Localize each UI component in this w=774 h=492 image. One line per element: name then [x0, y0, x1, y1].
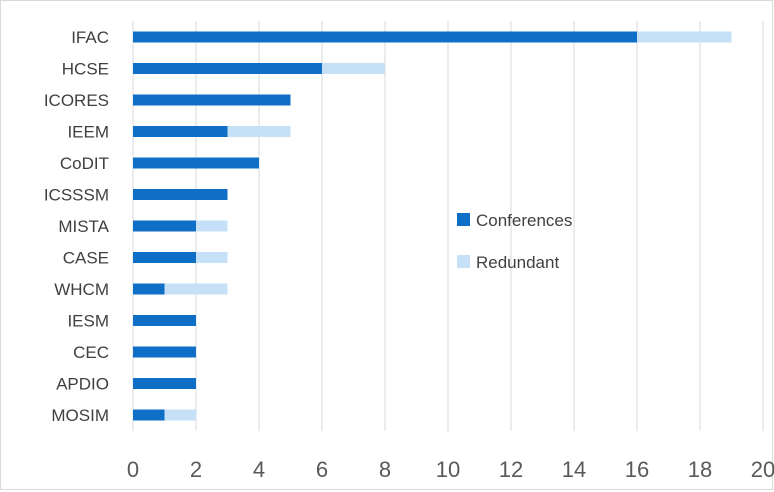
- category-label: IFAC: [71, 28, 109, 47]
- x-tick-label: 16: [625, 457, 649, 482]
- category-label: CASE: [63, 249, 109, 268]
- bar-redundant-hcse: [322, 63, 385, 74]
- bar-conferences-apdio: [133, 378, 196, 389]
- bars: [133, 31, 732, 421]
- category-label: IEEM: [67, 123, 109, 142]
- bar-redundant-case: [196, 252, 228, 263]
- bar-conferences-ieem: [133, 126, 228, 137]
- legend-swatch-conferences: [457, 213, 470, 226]
- category-label: WHCM: [54, 280, 109, 299]
- x-tick-label: 0: [127, 457, 139, 482]
- category-label: ICORES: [44, 91, 109, 110]
- bar-conferences-case: [133, 252, 196, 263]
- category-label: MISTA: [58, 217, 109, 236]
- bar-conferences-mista: [133, 220, 196, 232]
- bar-conferences-ifac: [133, 31, 637, 43]
- x-tick-labels: 0 2 4 6 8 10 12 14 16 18 20: [127, 457, 774, 482]
- bar-conferences-mosim: [133, 409, 165, 421]
- category-label: HCSE: [62, 60, 109, 79]
- bar-conferences-icsssm: [133, 189, 228, 200]
- gridlines: [132, 21, 764, 431]
- bar-conferences-iesm: [133, 315, 196, 326]
- category-label: ICSSSM: [44, 186, 109, 205]
- category-labels: IFAC HCSE ICORES IEEM CoDIT ICSSSM MISTA CASE WH…: [44, 28, 110, 425]
- bar-conferences-icores: [133, 94, 291, 106]
- legend-label-conferences: Conferences: [476, 211, 572, 230]
- x-tick-label: 14: [562, 457, 586, 482]
- bar-conferences-hcse: [133, 63, 322, 74]
- bar-redundant-whcm: [164, 283, 228, 295]
- category-label: CoDIT: [60, 154, 109, 173]
- category-label: MOSIM: [51, 406, 109, 425]
- bar-redundant-mosim: [164, 409, 196, 421]
- x-tick-label: 2: [190, 457, 202, 482]
- category-label: APDIO: [56, 375, 109, 394]
- x-tick-label: 12: [499, 457, 523, 482]
- bar-redundant-ieem: [227, 126, 291, 137]
- bar-conferences-whcm: [133, 283, 165, 295]
- x-tick-label: 20: [751, 457, 774, 482]
- bar-redundant-mista: [196, 220, 228, 232]
- bar-conferences-codit: [133, 157, 259, 169]
- legend-swatch-redundant: [457, 255, 470, 268]
- x-tick-label: 4: [253, 457, 265, 482]
- category-label: CEC: [73, 343, 109, 362]
- bar-conferences-cec: [133, 346, 196, 358]
- bar-redundant-ifac: [637, 31, 732, 43]
- x-tick-label: 10: [436, 457, 460, 482]
- category-label: IESM: [67, 312, 109, 331]
- legend-label-redundant: Redundant: [476, 253, 559, 272]
- x-tick-label: 18: [688, 457, 712, 482]
- x-tick-label: 6: [316, 457, 328, 482]
- legend: Conferences Redundant: [457, 211, 572, 272]
- x-tick-label: 8: [379, 457, 391, 482]
